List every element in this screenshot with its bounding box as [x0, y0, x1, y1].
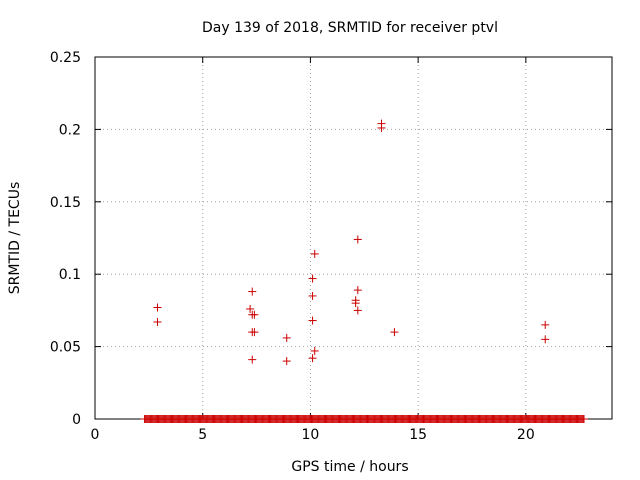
data-point: [153, 317, 162, 326]
data-point: [351, 299, 360, 308]
data-point: [250, 328, 259, 337]
axis-ticks: [94, 56, 612, 420]
x-tick-label: 20: [517, 427, 535, 443]
x-tick-label: 5: [198, 427, 207, 443]
data-point: [541, 335, 550, 344]
y-tick-label: 0.2: [59, 122, 81, 138]
y-tick-label: 0.1: [59, 267, 81, 283]
y-tick-label: 0: [72, 412, 81, 428]
y-tick-label: 0.05: [50, 340, 81, 356]
grid: [95, 57, 612, 419]
chart-title: Day 139 of 2018, SRMTID for receiver ptv…: [202, 20, 498, 36]
data-point: [310, 249, 319, 258]
data-point: [153, 303, 162, 312]
data-point: [353, 306, 362, 315]
data-point: [353, 286, 362, 295]
data-point: [282, 357, 291, 366]
data-points: [153, 119, 550, 366]
data-point: [308, 291, 317, 300]
zero-point: [579, 415, 588, 423]
data-point: [390, 328, 399, 337]
data-point: [308, 354, 317, 363]
data-point: [541, 320, 550, 329]
data-point: [250, 310, 259, 319]
plot-frame: [94, 56, 613, 420]
y-axis-label: SRMTID / TECUs: [7, 182, 23, 295]
y-tick-labels: 0 0.05 0.1 0.15 0.2 0.25: [50, 50, 81, 428]
data-point: [248, 287, 257, 296]
data-point: [377, 123, 386, 132]
zero-value-points: [140, 415, 588, 423]
data-point: [282, 333, 291, 342]
data-point: [246, 304, 255, 313]
data-point: [248, 355, 257, 364]
x-tick-labels: 0 5 10 15 20: [91, 427, 535, 443]
y-tick-label: 0.25: [50, 50, 81, 66]
x-tick-label: 10: [302, 427, 320, 443]
x-tick-label: 15: [409, 427, 427, 443]
y-tick-label: 0.15: [50, 195, 81, 211]
x-tick-label: 0: [91, 427, 100, 443]
data-point: [353, 235, 362, 244]
x-axis-label: GPS time / hours: [291, 459, 408, 475]
data-point: [310, 346, 319, 355]
data-point: [308, 274, 317, 283]
data-point: [308, 316, 317, 325]
